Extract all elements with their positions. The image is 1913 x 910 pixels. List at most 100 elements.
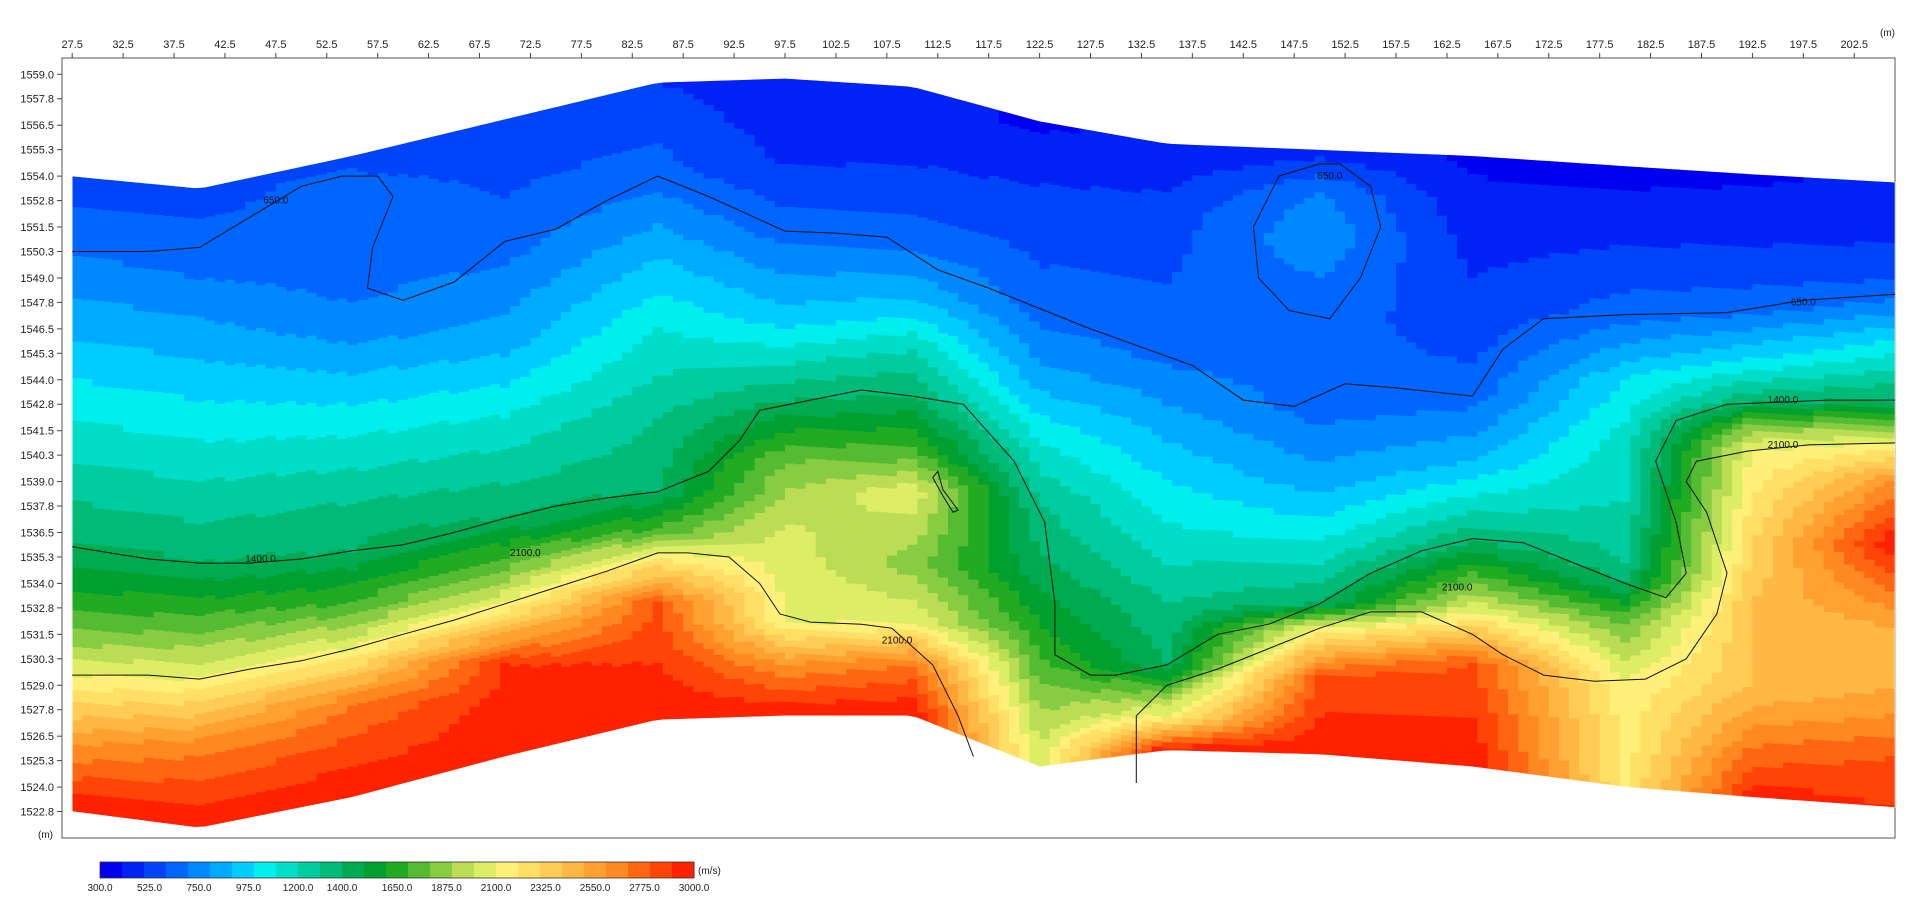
field-cell [316, 699, 328, 707]
field-cell [143, 379, 155, 386]
field-cell [408, 758, 419, 765]
field-cell [336, 530, 348, 538]
field-cell [530, 423, 542, 431]
field-cell [214, 220, 226, 228]
field-cell [387, 268, 399, 275]
field-cell [316, 302, 328, 310]
field-cell [357, 458, 369, 466]
field-cell [357, 544, 369, 551]
field-cell [408, 574, 419, 582]
field-cell [255, 578, 267, 586]
field-cell [224, 646, 236, 653]
field-cell [163, 716, 175, 724]
field-cell [255, 627, 267, 635]
field-cell [499, 314, 511, 322]
field-cell [194, 493, 206, 501]
field-cell [194, 194, 206, 202]
field-cell [296, 349, 307, 357]
field-cell [530, 533, 542, 540]
field-cell [367, 670, 379, 677]
field-cell [377, 411, 389, 418]
field-cell [357, 299, 369, 307]
field-cell [123, 260, 134, 268]
field-cell [163, 277, 175, 284]
field-cell [214, 428, 226, 436]
field-cell [92, 233, 104, 241]
field-cell [82, 727, 94, 735]
field-cell [540, 365, 552, 373]
field-cell [469, 431, 481, 439]
field-cell [489, 243, 501, 251]
field-cell [479, 234, 491, 241]
field-cell [204, 381, 216, 389]
field-cell [245, 702, 257, 710]
field-cell [92, 545, 104, 552]
field-cell [275, 757, 287, 765]
field-cell [194, 414, 206, 422]
field-cell [418, 328, 430, 335]
field-cell [540, 359, 552, 367]
field-cell [153, 471, 165, 479]
field-cell [459, 135, 470, 142]
field-cell [102, 564, 114, 572]
field-cell [459, 226, 470, 234]
field-cell [479, 649, 491, 657]
field-cell [438, 152, 450, 159]
field-cell [133, 732, 145, 739]
field-cell [174, 797, 185, 805]
field-cell [510, 556, 521, 564]
field-cell [316, 602, 328, 609]
field-cell [510, 245, 521, 252]
field-cell [255, 523, 267, 531]
field-cell [306, 219, 318, 227]
field-cell [265, 594, 277, 602]
field-cell [530, 582, 542, 589]
field-cell [72, 366, 83, 373]
field-cell [520, 425, 532, 433]
field-cell [153, 355, 165, 363]
field-cell [214, 685, 226, 692]
field-cell [398, 772, 409, 780]
field-cell [153, 416, 165, 424]
field-cell [245, 525, 257, 533]
field-cell [357, 361, 369, 368]
field-cell [163, 692, 175, 700]
field-cell [153, 526, 165, 534]
field-cell [357, 507, 369, 515]
field-cell [286, 229, 297, 237]
field-cell [367, 212, 379, 219]
field-cell [438, 353, 450, 361]
field-cell [316, 192, 328, 200]
field-cell [123, 236, 134, 244]
field-cell [92, 435, 104, 442]
field-cell [428, 441, 440, 449]
field-cell [306, 744, 318, 752]
field-cell [224, 542, 236, 549]
field-cell [163, 625, 175, 632]
field-cell [418, 383, 430, 390]
field-cell [357, 275, 369, 283]
field-cell [286, 492, 297, 500]
field-cell [306, 427, 318, 434]
field-cell [428, 319, 440, 327]
field-cell [469, 444, 481, 451]
field-cell [418, 224, 430, 231]
field-cell [143, 812, 155, 820]
field-cell [265, 301, 277, 309]
field-cell [347, 595, 358, 603]
field-cell [235, 314, 246, 321]
field-cell [377, 429, 389, 437]
field-cell [306, 616, 318, 624]
field-cell [449, 180, 460, 187]
field-cell [530, 429, 542, 437]
field-cell [449, 681, 460, 688]
field-cell [449, 223, 460, 230]
field-cell [214, 697, 226, 704]
field-cell [326, 496, 338, 503]
field-cell [275, 788, 287, 795]
field-cell [174, 394, 185, 401]
field-cell [520, 627, 532, 635]
field-cell [449, 400, 460, 407]
field-cell [92, 465, 104, 473]
field-cell [133, 390, 145, 397]
